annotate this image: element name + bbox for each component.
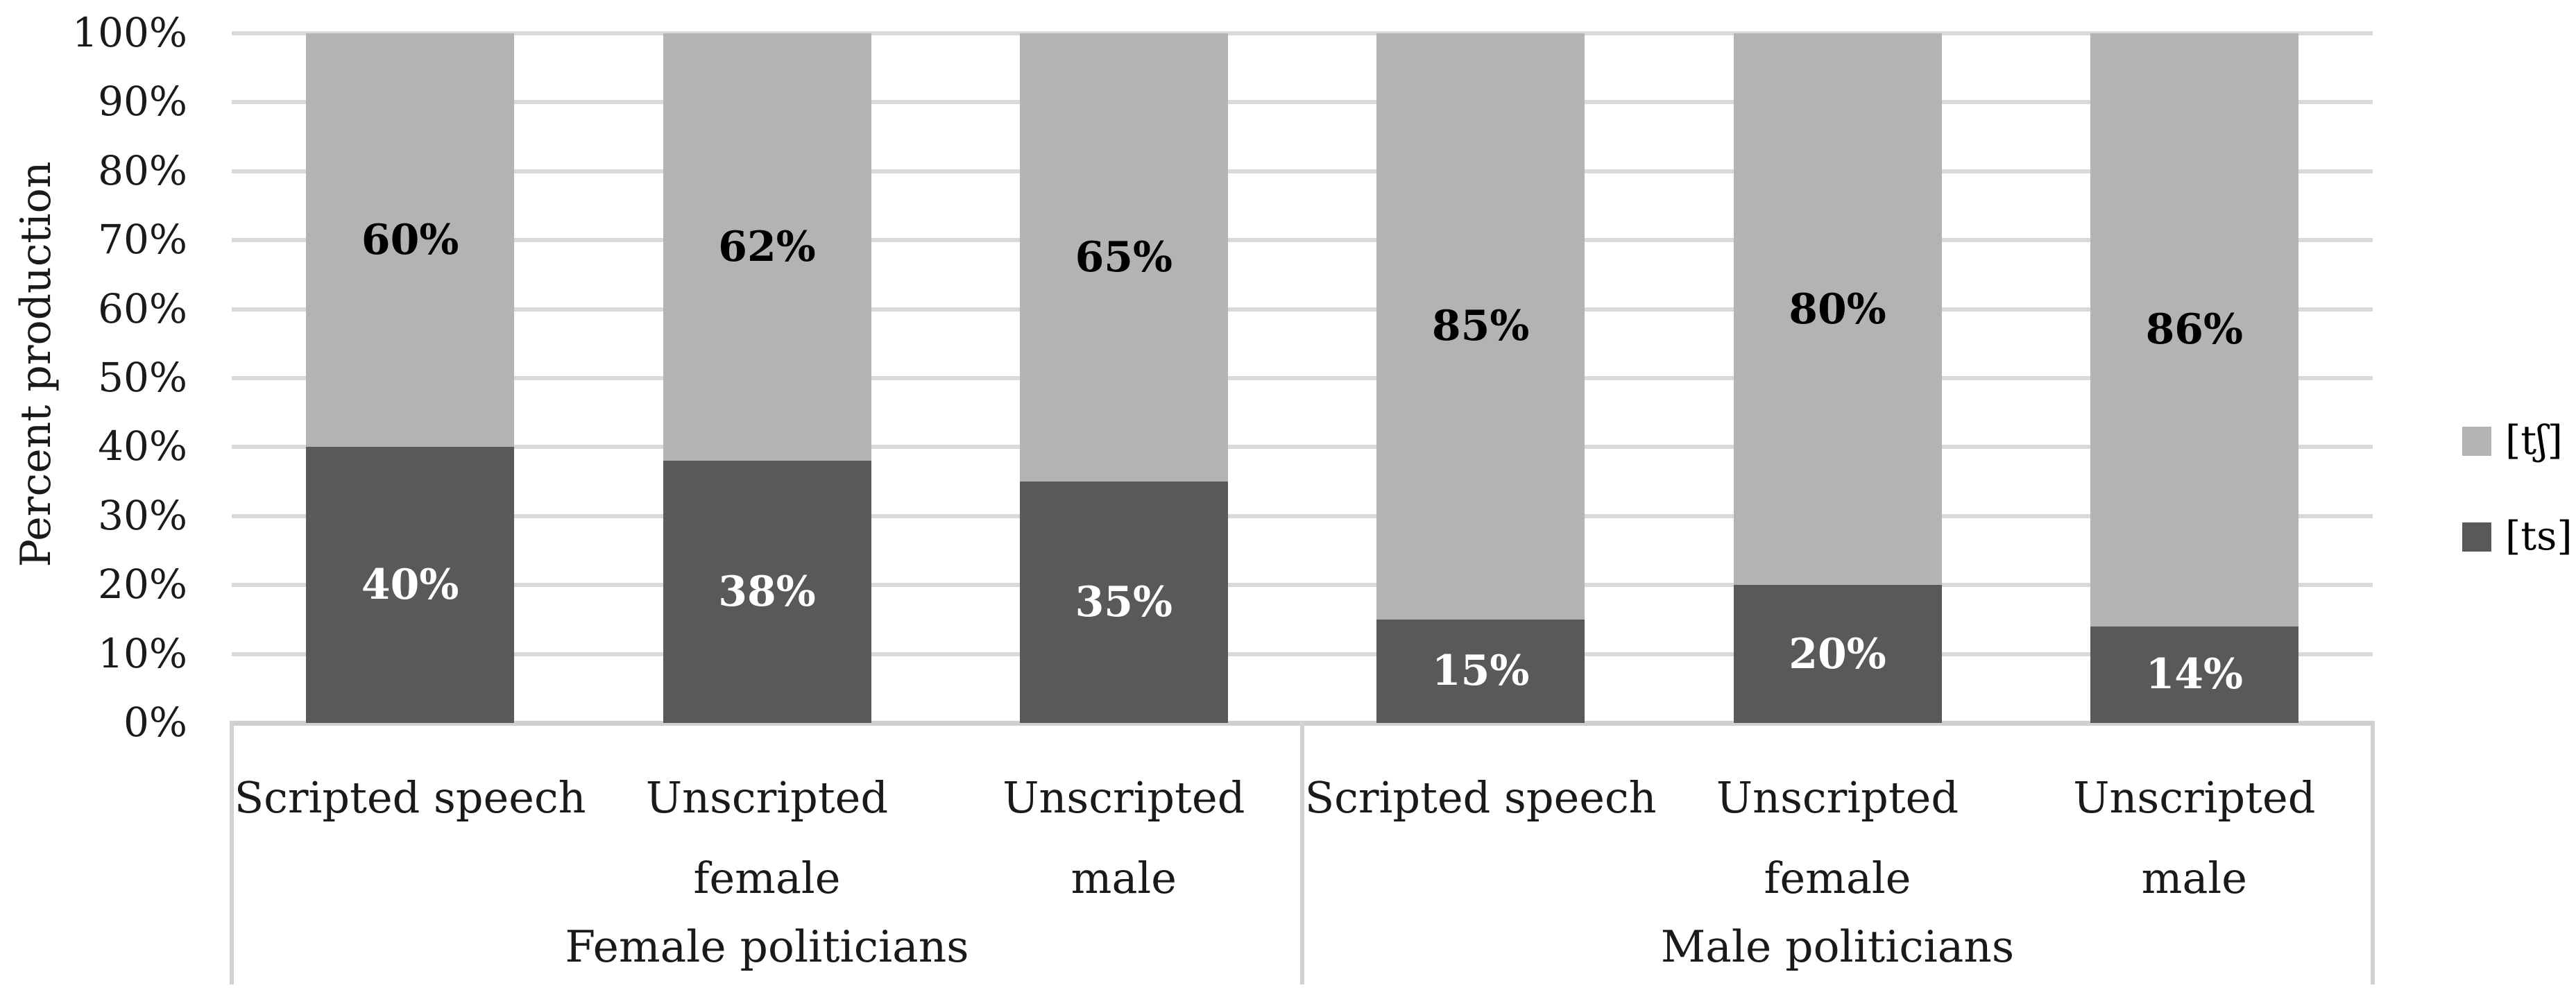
y-tick-label: 30% (98, 491, 187, 539)
y-tick-label: 0% (123, 698, 187, 746)
category-label: Scripted speech (1304, 772, 1657, 823)
bar-segment-ts: 20% (1733, 585, 1942, 723)
gridline (232, 238, 2373, 243)
legend: [tʃ] [ts] (2462, 414, 2573, 565)
data-label: 80% (1789, 284, 1886, 334)
gridline (232, 169, 2373, 173)
legend-label: [tʃ] (2505, 418, 2563, 463)
group-separator (2371, 721, 2375, 985)
legend-swatch-tsh (2462, 426, 2491, 456)
bar: 60% 40% (306, 33, 515, 723)
bar: 86% 14% (2090, 33, 2298, 723)
data-label: 20% (1789, 629, 1886, 679)
bar-segment-ts: 14% (2090, 626, 2298, 723)
data-label: 40% (361, 561, 459, 610)
group-label: Male politicians (1660, 921, 2015, 972)
gridline (232, 31, 2373, 35)
category-label: Unscripted male (1003, 772, 1245, 903)
gridline (232, 100, 2373, 105)
data-label: 86% (2145, 305, 2244, 355)
gridline (232, 651, 2373, 656)
data-label: 35% (1075, 578, 1173, 627)
legend-item: [tʃ] (2462, 414, 2573, 469)
data-label: 62% (718, 223, 816, 272)
bar-segment-tsh: 62% (663, 33, 871, 461)
gridline (232, 583, 2373, 588)
y-tick-label: 40% (98, 423, 187, 470)
category-label: Scripted speech (234, 772, 586, 823)
bar: 85% 15% (1376, 33, 1585, 723)
bar: 62% 38% (663, 33, 871, 723)
gridline (232, 376, 2373, 380)
y-tick-label: 70% (98, 216, 187, 264)
y-tick-label: 60% (98, 284, 187, 332)
bar: 80% 20% (1733, 33, 1942, 723)
category-label: Unscripted male (2073, 772, 2316, 903)
category-label: Unscripted female (645, 772, 889, 903)
y-tick-label: 50% (98, 353, 187, 401)
y-tick-label: 80% (98, 146, 187, 194)
legend-swatch-ts (2462, 522, 2491, 552)
legend-label: [ts] (2505, 513, 2573, 559)
bar-segment-ts: 38% (663, 461, 871, 723)
y-tick-label: 90% (98, 78, 187, 126)
gridline (232, 307, 2373, 312)
y-tick-label: 10% (98, 629, 187, 677)
group-label: Female politicians (565, 921, 969, 972)
y-tick-label: 20% (98, 561, 187, 608)
group-separator (230, 721, 234, 985)
bar-segment-tsh: 60% (306, 33, 515, 448)
category-label: Unscripted female (1716, 772, 1959, 903)
data-label: 14% (2145, 650, 2244, 699)
data-label: 65% (1075, 233, 1173, 282)
gridline (232, 445, 2373, 450)
bar-segment-tsh: 80% (1733, 33, 1942, 586)
data-label: 60% (361, 216, 459, 265)
bar: 65% 35% (1019, 33, 1228, 723)
legend-item: [ts] (2462, 509, 2573, 565)
bar-segment-ts: 15% (1376, 619, 1585, 723)
data-label: 38% (718, 568, 816, 617)
bar-segment-ts: 35% (1019, 482, 1228, 723)
data-label: 15% (1431, 647, 1530, 696)
group-separator (1300, 721, 1304, 985)
bar-segment-tsh: 86% (2090, 33, 2298, 627)
bar-segment-tsh: 85% (1376, 33, 1585, 620)
gridline (232, 513, 2373, 518)
bar-segment-ts: 40% (306, 447, 515, 723)
y-tick-label: 100% (72, 8, 187, 56)
bar-segment-tsh: 65% (1019, 33, 1228, 482)
data-label: 85% (1431, 302, 1530, 351)
